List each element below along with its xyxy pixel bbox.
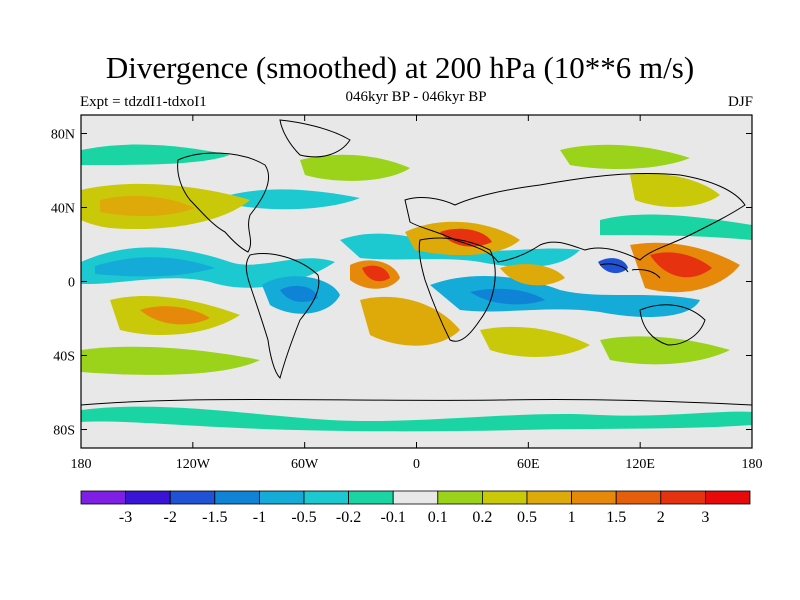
convergence-indian-ocean-core (470, 288, 545, 305)
colorbar-label: 1 (568, 509, 576, 526)
map-title: Divergence (smoothed) at 200 hPa (10**6 … (105, 50, 695, 85)
map-background (81, 115, 752, 448)
colorbar-swatch (214, 490, 260, 505)
convergence-maritime-continent (598, 258, 628, 274)
colorbar-swatch (660, 490, 706, 505)
divergence-south-indian (600, 336, 730, 365)
colorbar-label: 3 (701, 509, 709, 526)
divergence-south-pacific-core (140, 306, 210, 325)
lat-tick-label: 80S (53, 424, 75, 439)
colorbar-swatch (705, 490, 751, 505)
lon-tick-label: 120W (176, 457, 211, 472)
divergence-atlantic-tropics-core (362, 265, 390, 282)
divergence-africa-middle-east-core (440, 228, 492, 247)
colorbar-swatch (303, 490, 349, 505)
latitude-axis: 80N 40N 0 40S 80S (51, 128, 752, 439)
colorbar-label: 2 (657, 509, 665, 526)
colorbar-swatch (571, 490, 617, 505)
convergence-southern-band (81, 406, 752, 432)
divergence-arabian-sea (500, 264, 565, 286)
colorbar-label: -1 (253, 509, 266, 526)
colorbar: -3 -2 -1.5 -1 -0.5 -0.2 -0.1 0.1 0.2 0.5 1 1.5 2 3 (80, 490, 751, 526)
coastlines (81, 119, 752, 406)
colorbar-swatch (258, 490, 305, 505)
convergence-north-atlantic (230, 189, 360, 210)
season-label: DJF (727, 94, 753, 110)
lat-tick-label: 80N (51, 128, 75, 143)
divergence-south-atlantic (360, 296, 460, 346)
lon-tick-label: 0 (413, 457, 420, 472)
lat-tick-label: 40N (51, 202, 75, 217)
longitude-axis: 180 120W 60W 0 60E 120E 180 (71, 115, 763, 472)
convergence-africa-indian-ocean (430, 275, 700, 317)
divergence-west-pacific-core (650, 252, 712, 278)
divergence-field (81, 115, 752, 448)
lon-tick-label: 180 (71, 457, 92, 472)
lat-tick-label: 40S (53, 350, 75, 365)
divergence-east-asia (630, 173, 720, 207)
lon-tick-label: 120E (625, 457, 655, 472)
colorbar-label: 0.2 (472, 509, 492, 526)
convergence-north-pacific (600, 214, 752, 240)
divergence-north-pacific-core (100, 195, 195, 217)
colorbar-swatch (437, 490, 483, 505)
lon-tick-label: 60E (517, 457, 540, 472)
divergence-siberia (560, 144, 690, 170)
convergence-band-tropical-pacific-core (95, 257, 215, 277)
colorbar-label: 1.5 (606, 509, 626, 526)
colorbar-label: 0.1 (428, 509, 448, 526)
colorbar-label: -3 (119, 509, 132, 526)
colorbar-label: -0.5 (291, 509, 316, 526)
colorbar-swatch (615, 490, 662, 505)
divergence-north-atlantic (300, 154, 410, 181)
colorbar-label: -1.5 (202, 509, 227, 526)
colorbar-swatch (526, 490, 572, 505)
experiment-label: Expt = tdzdI1-tdxoI1 (80, 94, 207, 110)
colorbar-swatch (125, 490, 171, 505)
convergence-northern-high-lat (81, 144, 230, 165)
colorbar-swatch (169, 490, 216, 505)
colorbar-label: -2 (164, 509, 177, 526)
colorbar-swatch (348, 490, 394, 505)
colorbar-swatch (481, 490, 528, 505)
lat-tick-label: 0 (68, 276, 75, 291)
lon-tick-label: 180 (742, 457, 763, 472)
lon-tick-label: 60W (291, 457, 319, 472)
divergence-indian-ocean-south (480, 326, 590, 357)
period-label: 046kyr BP - 046kyr BP (345, 89, 487, 105)
convergence-south-america-core (280, 285, 318, 302)
colorbar-swatch (392, 490, 439, 505)
colorbar-swatch (80, 490, 126, 505)
colorbar-label: -0.2 (336, 509, 361, 526)
divergence-southern-ocean (81, 346, 260, 375)
colorbar-label: -0.1 (381, 509, 406, 526)
colorbar-label: 0.5 (517, 509, 537, 526)
